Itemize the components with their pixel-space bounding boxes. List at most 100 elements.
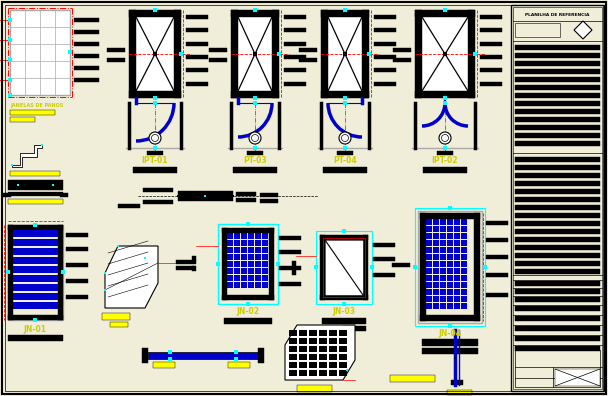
Bar xyxy=(186,55,208,59)
Bar xyxy=(461,296,467,302)
Bar xyxy=(284,42,306,46)
Bar xyxy=(279,282,301,286)
Bar xyxy=(319,338,327,344)
Bar xyxy=(322,326,366,331)
Bar xyxy=(227,233,233,239)
Bar xyxy=(513,7,602,389)
Bar xyxy=(279,266,301,270)
Bar xyxy=(461,275,467,281)
Bar xyxy=(269,228,274,300)
Bar xyxy=(66,233,88,237)
Bar xyxy=(129,91,181,98)
Bar xyxy=(234,282,240,288)
Bar xyxy=(339,330,347,336)
Bar xyxy=(480,55,502,59)
Bar xyxy=(515,316,600,321)
Bar xyxy=(8,225,63,320)
Bar xyxy=(433,275,439,281)
Bar xyxy=(233,167,277,173)
Bar xyxy=(461,261,467,267)
Bar xyxy=(209,48,227,52)
Bar xyxy=(454,289,460,295)
Bar xyxy=(511,5,604,391)
Bar xyxy=(262,268,268,274)
Bar xyxy=(480,82,502,86)
Text: PT-04: PT-04 xyxy=(333,156,357,164)
Bar xyxy=(255,240,261,246)
Bar xyxy=(297,385,332,392)
Bar xyxy=(272,10,279,98)
Bar xyxy=(515,229,600,234)
Bar xyxy=(323,167,367,173)
Bar xyxy=(319,330,327,336)
Bar xyxy=(13,302,58,309)
Bar xyxy=(321,10,369,17)
Bar xyxy=(329,362,337,368)
Bar xyxy=(480,42,502,46)
Bar xyxy=(447,247,453,253)
Bar xyxy=(515,221,600,226)
Bar xyxy=(515,213,600,218)
Bar xyxy=(309,330,317,336)
Bar xyxy=(486,255,508,259)
Bar xyxy=(186,82,208,86)
Bar xyxy=(255,268,261,274)
Bar xyxy=(447,390,472,395)
Bar xyxy=(74,42,99,46)
Bar xyxy=(433,261,439,267)
Bar xyxy=(236,198,256,202)
Bar xyxy=(433,240,439,246)
Bar xyxy=(218,224,278,304)
Bar xyxy=(60,193,68,197)
Circle shape xyxy=(342,135,348,141)
Bar xyxy=(309,346,317,352)
Bar xyxy=(515,237,600,242)
Bar xyxy=(447,219,453,225)
Bar xyxy=(454,254,460,260)
Bar xyxy=(262,240,268,246)
Bar xyxy=(13,230,58,237)
Bar xyxy=(437,151,453,155)
Bar xyxy=(255,275,261,281)
Bar xyxy=(433,268,439,274)
Bar xyxy=(319,362,327,368)
Bar xyxy=(447,296,453,302)
Bar xyxy=(461,282,467,288)
Bar xyxy=(422,339,478,346)
Bar xyxy=(374,42,396,46)
Bar xyxy=(480,28,502,32)
Bar xyxy=(440,254,446,260)
Bar xyxy=(148,352,258,359)
Bar xyxy=(241,261,247,267)
Bar xyxy=(515,245,600,250)
Bar xyxy=(515,23,560,37)
Bar xyxy=(74,78,99,82)
Bar xyxy=(440,303,446,309)
Bar xyxy=(515,306,600,311)
Bar xyxy=(515,141,600,146)
Bar xyxy=(299,346,307,352)
Bar xyxy=(289,338,297,344)
Bar xyxy=(255,261,261,267)
Bar xyxy=(13,275,58,282)
Bar xyxy=(319,354,327,360)
Bar xyxy=(329,330,337,336)
Bar xyxy=(515,109,600,114)
Bar xyxy=(420,213,426,321)
Bar xyxy=(447,233,453,239)
Bar xyxy=(440,268,446,274)
Bar xyxy=(515,346,600,351)
Bar xyxy=(231,91,279,98)
Bar xyxy=(447,261,453,267)
Bar xyxy=(289,362,297,368)
Bar xyxy=(8,199,63,204)
Bar xyxy=(262,247,268,253)
Bar xyxy=(174,10,181,98)
Bar xyxy=(3,193,11,197)
Bar xyxy=(433,303,439,309)
Bar xyxy=(415,10,422,98)
Bar xyxy=(309,354,317,360)
Bar xyxy=(321,91,369,98)
Bar xyxy=(231,10,238,98)
Bar xyxy=(474,213,480,321)
